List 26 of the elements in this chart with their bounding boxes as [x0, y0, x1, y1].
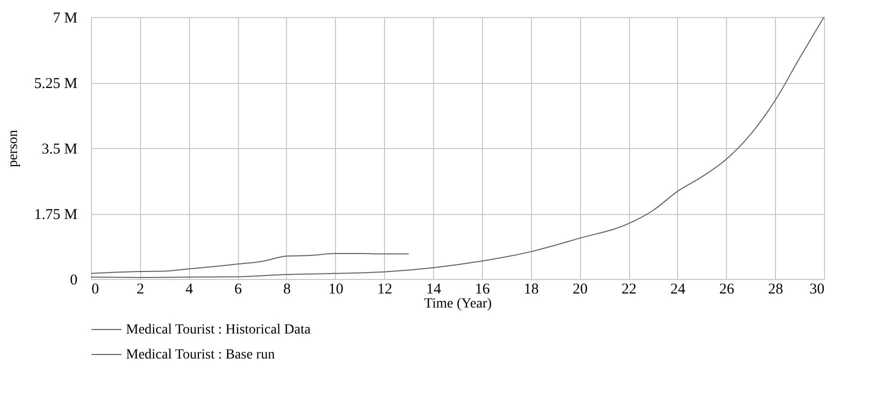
x-tick-label: 14	[426, 282, 442, 298]
x-tick-label: 12	[377, 282, 392, 298]
y-tick-label: 1.75 M	[34, 207, 78, 223]
y-tick-label: 7 M	[52, 10, 78, 26]
x-tick-label: 2	[136, 282, 144, 298]
x-tick-label: 22	[622, 282, 637, 298]
x-tick-label: 24	[670, 282, 686, 298]
y-axis-title: person	[6, 130, 22, 168]
x-tick-label: 6	[234, 282, 242, 298]
y-tick-label: 5.25 M	[34, 76, 78, 92]
x-tick-label: 0	[92, 282, 99, 298]
x-axis-title: Time (Year)	[424, 296, 492, 312]
x-tick-label: 18	[524, 282, 539, 298]
x-tick-label: 10	[328, 282, 344, 298]
x-tick-label: 28	[768, 282, 784, 298]
legend-label: Medical Tourist : Historical Data	[126, 322, 312, 338]
legend-label: Medical Tourist : Base run	[126, 348, 275, 362]
x-tick-label: 20	[572, 282, 588, 298]
y-tick-label: 3.5 M	[42, 142, 78, 158]
x-tick-label: 30	[810, 282, 824, 298]
x-tick-label: 16	[474, 282, 490, 298]
line-series	[90, 16, 824, 278]
line-series	[90, 253, 410, 274]
x-tick-label: 26	[719, 282, 735, 298]
x-tick-label: 4	[185, 282, 194, 298]
x-tick-label: 8	[283, 282, 291, 298]
